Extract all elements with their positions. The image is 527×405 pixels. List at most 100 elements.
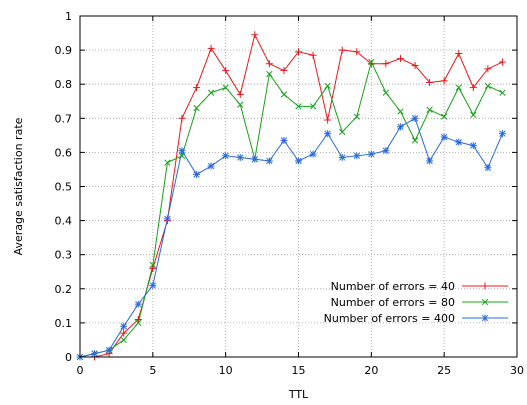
data-point bbox=[295, 48, 302, 56]
data-point bbox=[455, 138, 463, 146]
data-point bbox=[382, 147, 390, 155]
marker-stroke bbox=[120, 323, 127, 330]
x-tick-label: 15 bbox=[292, 364, 306, 377]
marker-stroke bbox=[339, 128, 346, 136]
legend-marker bbox=[481, 282, 489, 290]
marker-stroke bbox=[411, 137, 419, 144]
data-point bbox=[440, 133, 448, 141]
marker-stroke bbox=[149, 261, 156, 269]
x-axis-title: TTL bbox=[288, 388, 309, 401]
marker-stroke bbox=[120, 336, 127, 344]
marker-stroke bbox=[470, 142, 477, 149]
y-tick-label: 1 bbox=[65, 10, 72, 23]
data-point bbox=[207, 89, 215, 96]
marker-stroke bbox=[382, 89, 390, 96]
marker-stroke bbox=[280, 137, 288, 144]
data-point bbox=[105, 346, 113, 354]
data-point bbox=[178, 152, 186, 159]
tick-labels: 0 5 10 15 20 25 30 0 0.1 0.2 0.3 0.4 0.5 0.6 0.7 0.8 0.9… bbox=[55, 10, 525, 377]
marker-stroke bbox=[324, 130, 331, 137]
data-point bbox=[280, 67, 288, 75]
data-point bbox=[440, 77, 448, 85]
data-point bbox=[368, 58, 375, 66]
axis-ticks bbox=[79, 15, 518, 358]
data-point bbox=[309, 51, 317, 59]
data-point bbox=[251, 31, 259, 39]
data-point bbox=[120, 336, 127, 344]
data-point bbox=[236, 90, 244, 98]
y-tick-label: 0.1 bbox=[55, 317, 73, 330]
y-tick-label: 0.2 bbox=[55, 283, 73, 296]
x-tick-label: 25 bbox=[437, 364, 451, 377]
data-point bbox=[251, 155, 259, 163]
marker-stroke bbox=[251, 156, 258, 163]
data-point bbox=[135, 319, 142, 327]
y-tick-label: 0.7 bbox=[55, 112, 73, 125]
data-point bbox=[134, 315, 142, 323]
data-point bbox=[222, 152, 230, 160]
marker-stroke bbox=[499, 130, 506, 137]
data-point bbox=[324, 130, 332, 138]
data-point bbox=[164, 159, 171, 166]
legend-marker bbox=[481, 314, 489, 322]
data-point bbox=[237, 101, 244, 108]
marker-stroke bbox=[411, 115, 419, 122]
marker-stroke bbox=[178, 147, 186, 154]
data-point bbox=[280, 91, 288, 98]
x-tick-label: 30 bbox=[510, 364, 524, 377]
data-point bbox=[120, 329, 128, 337]
data-point bbox=[149, 264, 157, 272]
marker-stroke bbox=[135, 319, 142, 327]
data-markers bbox=[76, 31, 506, 361]
marker-stroke bbox=[309, 103, 317, 110]
data-point bbox=[149, 261, 156, 269]
marker-stroke bbox=[164, 159, 171, 166]
marker-stroke bbox=[426, 157, 433, 165]
marker-stroke bbox=[237, 154, 244, 161]
series-line-1 bbox=[79, 60, 503, 358]
y-tick-label: 0.3 bbox=[55, 249, 73, 262]
data-point bbox=[498, 58, 506, 66]
marker-stroke bbox=[295, 103, 302, 110]
data-point bbox=[222, 67, 230, 75]
marker-stroke bbox=[397, 108, 404, 115]
marker-stroke bbox=[339, 154, 346, 161]
data-point bbox=[265, 60, 273, 68]
marker-stroke bbox=[164, 215, 171, 223]
legend-marker bbox=[481, 298, 489, 306]
marker-stroke bbox=[441, 113, 448, 120]
marker-stroke bbox=[368, 58, 375, 66]
y-tick-label: 0 bbox=[65, 351, 72, 364]
data-point bbox=[484, 65, 492, 73]
data-point bbox=[353, 113, 360, 120]
marker-stroke bbox=[499, 89, 506, 96]
data-point bbox=[339, 128, 346, 136]
y-tick-label: 0.4 bbox=[55, 215, 73, 228]
marker-stroke bbox=[280, 91, 288, 98]
marker-stroke bbox=[455, 84, 462, 91]
x-tick-label: 5 bbox=[149, 364, 156, 377]
marker-stroke bbox=[193, 104, 200, 112]
x-tick-label: 20 bbox=[364, 364, 378, 377]
data-point bbox=[222, 84, 229, 91]
legend-label: Number of errors = 80 bbox=[331, 296, 455, 309]
data-point bbox=[397, 108, 404, 115]
data-point bbox=[120, 322, 128, 330]
marker-stroke bbox=[484, 164, 492, 171]
marker-stroke bbox=[455, 139, 462, 146]
data-point bbox=[309, 150, 317, 158]
marker-stroke bbox=[105, 347, 113, 354]
marker-stroke bbox=[368, 150, 375, 158]
marker-stroke bbox=[266, 157, 273, 165]
data-point bbox=[149, 281, 157, 289]
marker-stroke bbox=[484, 82, 492, 90]
data-point bbox=[295, 157, 302, 165]
marker-stroke bbox=[295, 157, 302, 165]
marker-stroke bbox=[353, 113, 360, 120]
marker-stroke bbox=[193, 171, 200, 178]
marker-stroke bbox=[324, 82, 331, 90]
marker-stroke bbox=[382, 147, 390, 154]
data-point bbox=[426, 157, 434, 165]
marker-stroke bbox=[309, 150, 317, 158]
